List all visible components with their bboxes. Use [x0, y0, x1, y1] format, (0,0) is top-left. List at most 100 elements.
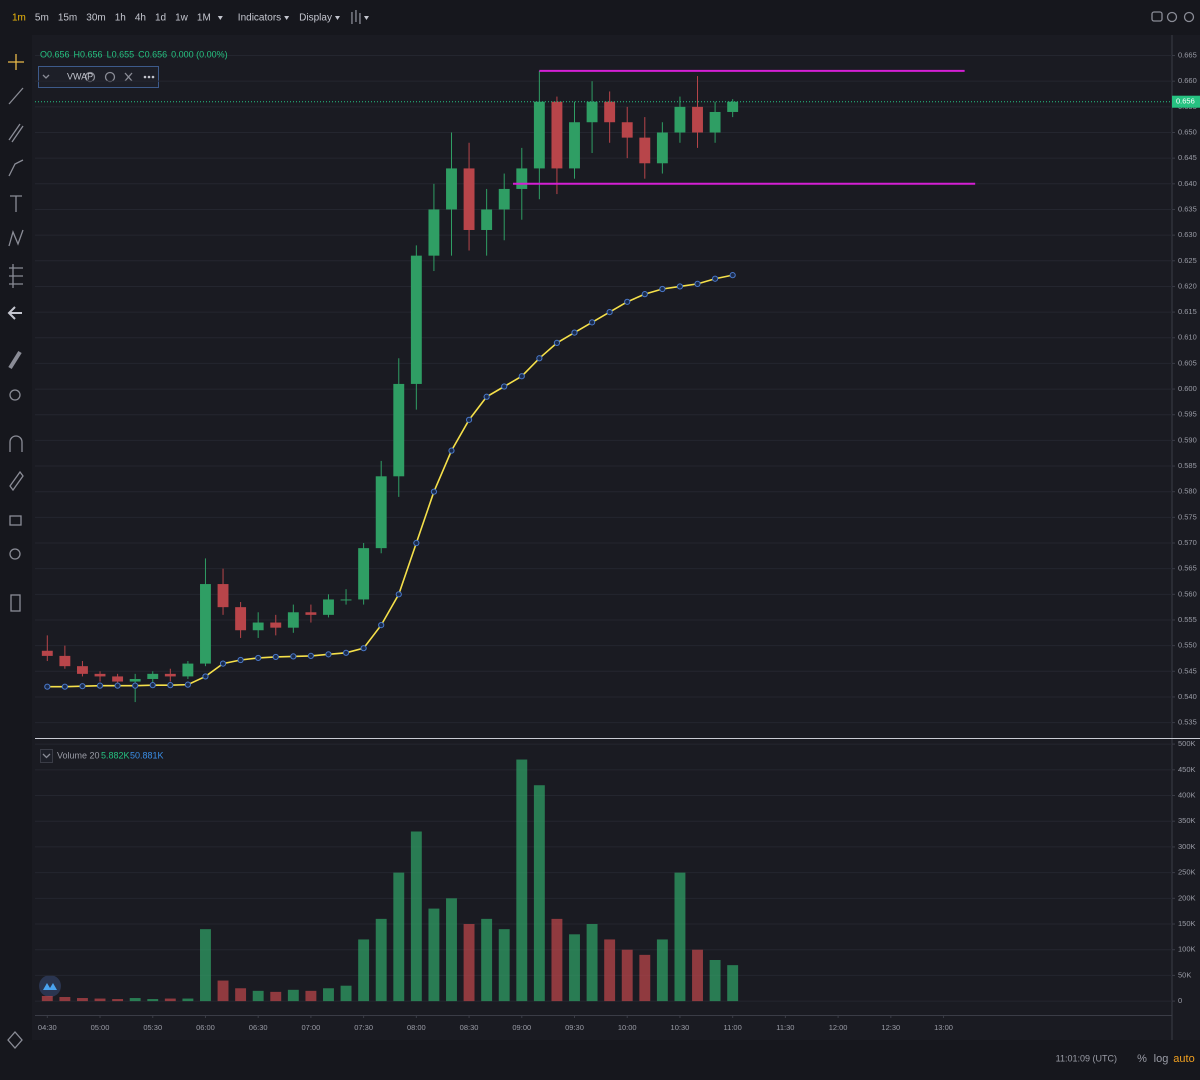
volume-bar	[446, 898, 457, 1002]
remove-icon[interactable]	[124, 72, 133, 82]
y-tick-label: 0.620	[1178, 281, 1197, 290]
y-tick-label: 0.540	[1178, 692, 1197, 701]
volume-collapse-box[interactable]	[40, 749, 53, 763]
menu-button[interactable]: Display	[299, 13, 332, 24]
candle-body	[164, 673, 176, 677]
volume-bar	[481, 918, 493, 1002]
lock-tool[interactable]	[9, 515, 22, 526]
brush-tool[interactable]	[8, 159, 24, 177]
volume-average: 50.881K	[130, 750, 164, 760]
collapse-icon[interactable]	[42, 74, 50, 79]
vwap-point	[378, 622, 385, 629]
left-toolbar	[0, 35, 32, 1040]
candle-body	[59, 655, 71, 667]
volume-bar	[270, 991, 282, 1002]
interval-button[interactable]: 15m	[58, 13, 77, 24]
dropdown-arrow	[217, 16, 223, 20]
channel-tool[interactable]	[8, 123, 24, 143]
candle-body	[586, 101, 598, 123]
y-tick-label: 0.650	[1178, 127, 1197, 136]
pattern-tool[interactable]	[8, 229, 24, 247]
interval-button[interactable]: 1h	[115, 13, 126, 24]
dropdown-arrow	[363, 16, 369, 20]
y-tick-label: 0.595	[1178, 410, 1197, 419]
candle-body	[709, 111, 721, 133]
candle-body	[516, 168, 528, 189]
volume-bar	[375, 918, 387, 1002]
menu-button[interactable]: Indicators	[238, 13, 281, 24]
log-toggle[interactable]: log	[1154, 1053, 1169, 1065]
vwap-point	[360, 645, 367, 652]
ruler-tool[interactable]	[8, 350, 22, 370]
volume-tick-label: 150K	[1178, 919, 1196, 928]
candle-body	[235, 607, 247, 631]
y-tick-label: 0.625	[1178, 256, 1197, 265]
more-icon[interactable]	[143, 75, 155, 79]
x-tick-label: 07:00	[302, 1023, 321, 1032]
volume-tick-label: 400K	[1178, 790, 1196, 799]
back-tool[interactable]	[7, 306, 22, 320]
fib-tool[interactable]	[9, 264, 23, 288]
interval-button[interactable]: 1m	[12, 13, 26, 24]
volume-bar	[200, 929, 211, 1002]
line-tool[interactable]	[8, 87, 24, 105]
volume-last: 5.882K	[101, 750, 130, 760]
vwap-point	[325, 651, 332, 658]
candle-body	[481, 209, 493, 230]
volume-bar	[533, 785, 545, 1002]
volume-bar	[656, 939, 668, 1002]
magnet-tool[interactable]	[9, 435, 23, 452]
vwap-point	[61, 683, 68, 690]
interval-button[interactable]: 1M	[197, 13, 211, 24]
y-tick-label: 0.600	[1178, 384, 1197, 393]
drawing-tools[interactable]	[7, 54, 24, 1049]
visibility-tool[interactable]	[9, 548, 21, 560]
ohlc-legend: 0.000 (0.00%)	[171, 49, 228, 59]
vwap-point	[255, 654, 262, 662]
zoom-tool[interactable]	[9, 389, 21, 401]
volume-bar	[569, 934, 580, 1002]
x-tick-label: 06:00	[196, 1023, 215, 1032]
vwap-line	[47, 274, 733, 688]
crosshair-tool[interactable]	[8, 54, 24, 70]
x-tick-label: 10:30	[671, 1023, 690, 1032]
interval-button[interactable]: 5m	[35, 13, 49, 24]
vwap-point	[413, 539, 420, 547]
chart-type-icon[interactable]	[351, 10, 361, 24]
y-tick-label: 0.590	[1178, 435, 1197, 444]
volume-bar	[639, 954, 651, 1002]
text-tool[interactable]	[10, 195, 22, 212]
volume-bar	[727, 965, 739, 1002]
percent-toggle[interactable]: %	[1137, 1053, 1147, 1065]
layers-tool[interactable]	[7, 1031, 23, 1049]
settings-icon[interactable]	[1166, 11, 1178, 23]
collapse-icon[interactable]	[42, 753, 51, 759]
indicator-legend-box[interactable]	[38, 66, 159, 88]
x-tick-label: 09:30	[565, 1023, 584, 1032]
interval-button[interactable]: 30m	[86, 13, 105, 24]
candle-body	[287, 612, 299, 628]
toolbar-icons[interactable]	[1151, 11, 1195, 23]
interval-button[interactable]: 1d	[155, 13, 166, 24]
y-tick-label: 0.615	[1178, 307, 1197, 316]
interval-button[interactable]: 1w	[175, 13, 189, 24]
vwap-point	[342, 649, 350, 656]
vwap-point	[430, 488, 438, 495]
camera-icon[interactable]	[1151, 11, 1163, 22]
x-tick-label: 12:30	[881, 1023, 900, 1032]
volume-tick-label: 50K	[1178, 970, 1191, 979]
vwap-point	[536, 355, 543, 362]
vwap-point	[501, 383, 508, 390]
trash-tool[interactable]	[10, 594, 21, 612]
auto-toggle[interactable]: auto	[1173, 1053, 1194, 1065]
vwap-point	[694, 280, 701, 287]
lock-drawing-tool[interactable]	[9, 470, 24, 492]
vwap-point	[641, 291, 648, 298]
y-tick-label: 0.570	[1178, 538, 1197, 547]
fullscreen-icon[interactable]	[1183, 11, 1195, 23]
candle-body	[112, 676, 124, 682]
volume-bar	[129, 998, 141, 1002]
volume-bar	[59, 997, 71, 1002]
vwap-point	[588, 319, 596, 326]
interval-button[interactable]: 4h	[135, 13, 146, 24]
